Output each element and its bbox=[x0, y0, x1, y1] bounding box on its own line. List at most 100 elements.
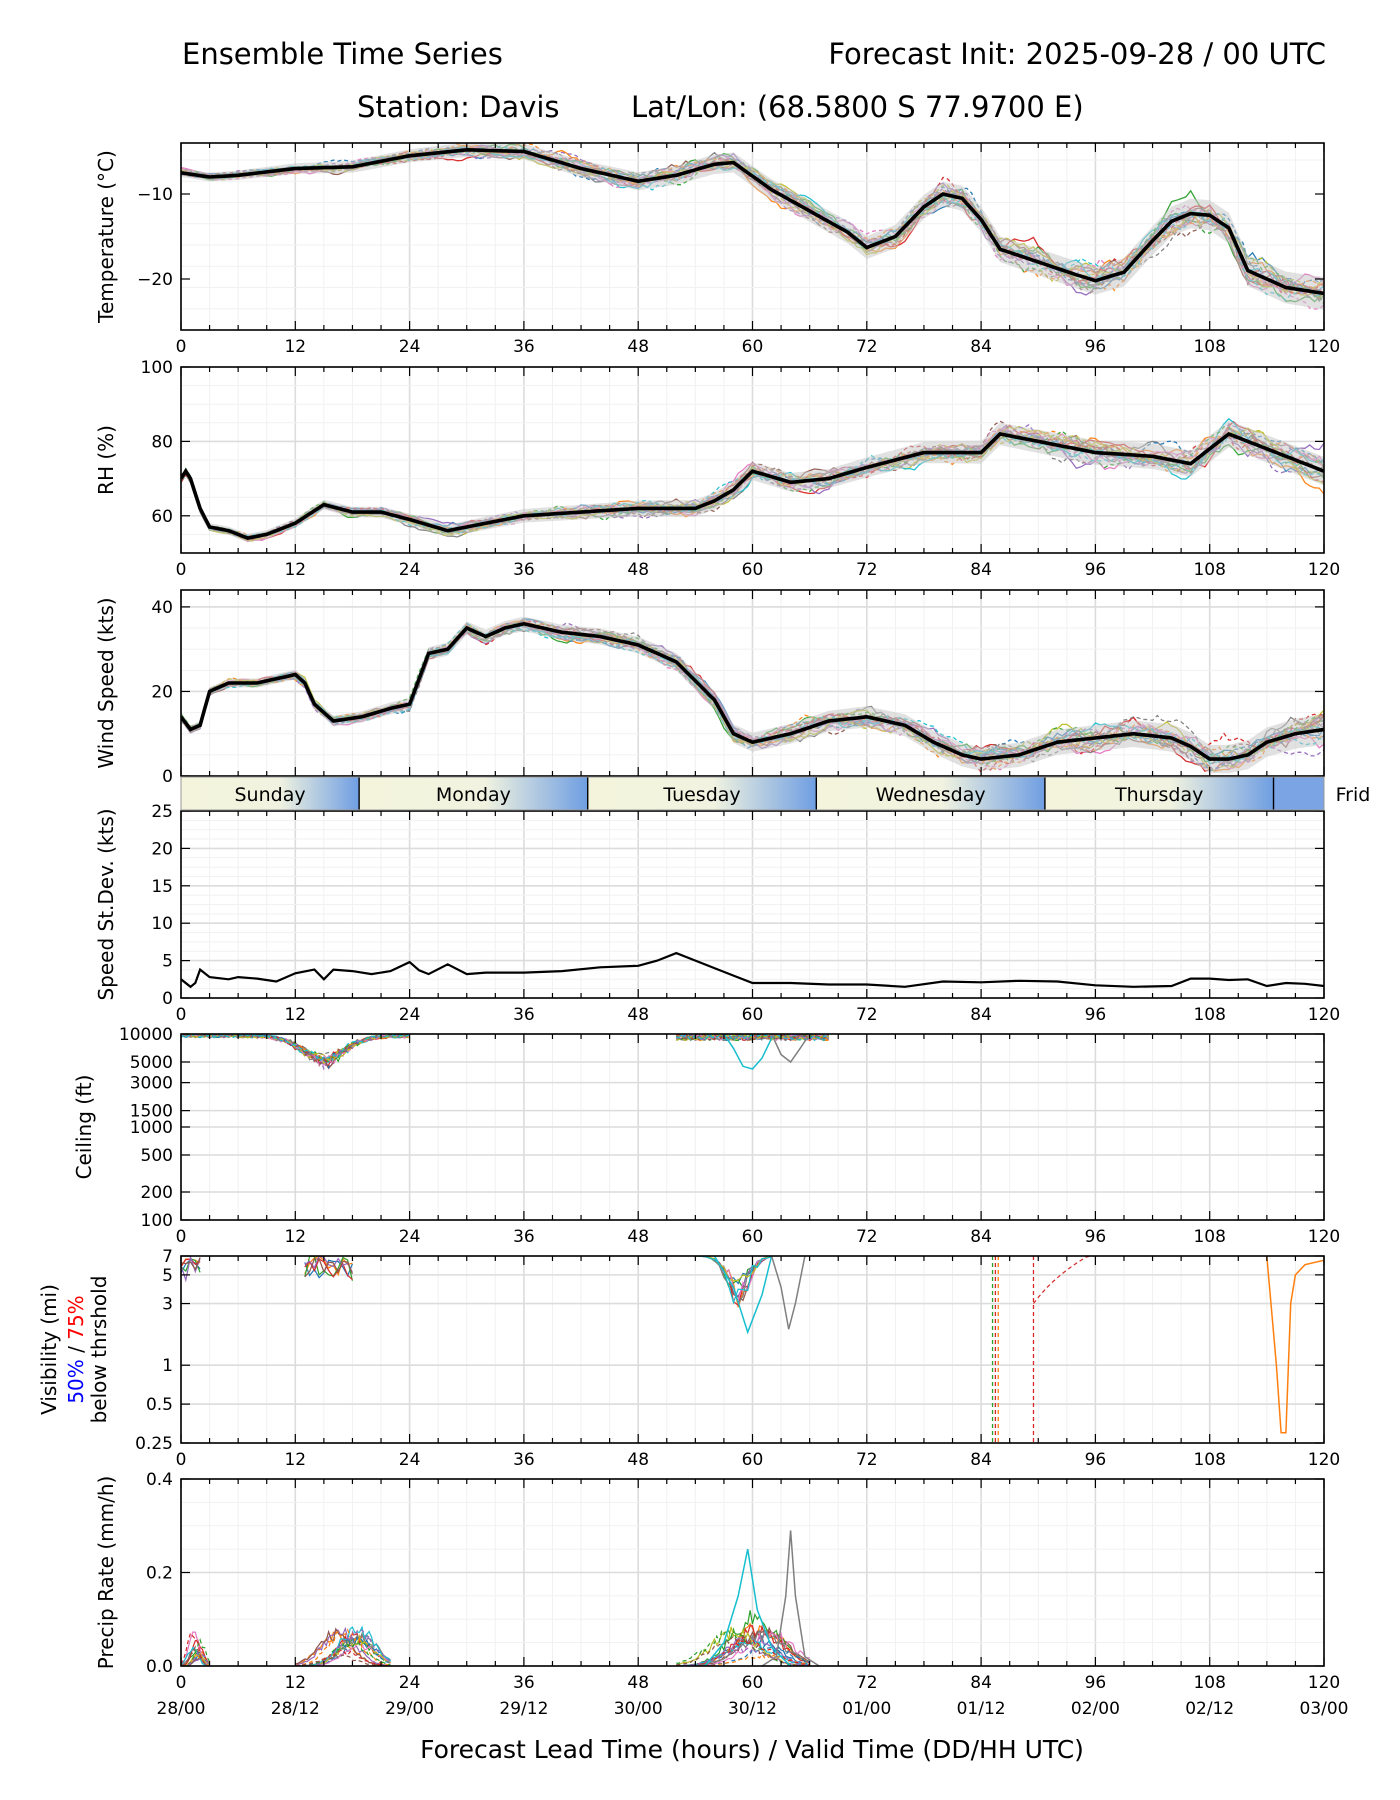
ceiling-xtick-label: 0 bbox=[176, 1227, 187, 1247]
threshold-sep: / bbox=[64, 1340, 88, 1359]
day-band-segment bbox=[359, 777, 588, 810]
valid-time-label: 28/12 bbox=[271, 1699, 320, 1719]
rh-xtick-label: 84 bbox=[970, 560, 992, 580]
day-label: Tuesday bbox=[662, 784, 740, 806]
speed_stdev-ytick-label: 10 bbox=[151, 914, 173, 934]
rh-xtick-label: 120 bbox=[1308, 560, 1340, 580]
temperature-mean-line bbox=[181, 147, 1324, 296]
visibility-notable-member bbox=[713, 1256, 773, 1335]
visibility-xtick-label: 60 bbox=[742, 1450, 764, 1470]
temperature-ylabel: Temperature (°C) bbox=[94, 150, 118, 324]
rh-mean-line bbox=[181, 431, 1324, 540]
ceiling-notable-member bbox=[770, 1034, 811, 1064]
visibility-ytick-label: 0.25 bbox=[135, 1434, 173, 1454]
speed_stdev-plot-area bbox=[181, 951, 1324, 989]
speed_stdev-grid bbox=[180, 810, 1325, 999]
valid-time-label: 02/12 bbox=[1185, 1699, 1234, 1719]
visibility-member-line bbox=[304, 1256, 353, 1277]
precip_rate-ylabel: Precip Rate (mm/h) bbox=[94, 1476, 118, 1670]
day-label: Thursday bbox=[1114, 784, 1203, 806]
rh-xtick-label: 12 bbox=[284, 560, 306, 580]
temperature-xtick-label: 12 bbox=[284, 337, 306, 357]
visibility-threshold-label: 50% / 75% bbox=[64, 1295, 88, 1403]
precip_rate-xtick-label: 12 bbox=[284, 1673, 306, 1693]
precip_rate-notable-member bbox=[761, 1530, 820, 1666]
wind_speed-panel: 0 20 40 Wind Speed (kts) bbox=[94, 589, 1325, 787]
visibility-member-line bbox=[181, 1257, 201, 1271]
valid-time-label: 01/00 bbox=[842, 1699, 891, 1719]
visibility-xtick-label: 120 bbox=[1308, 1450, 1340, 1470]
ceiling-ytick-label: 500 bbox=[141, 1146, 173, 1166]
rh-xtick-label: 96 bbox=[1085, 560, 1107, 580]
rh-panel: 0 12 24 36 48 60 72 84 96 108 120 60 80 100 RH (%) bbox=[94, 358, 1340, 580]
precip-member-line bbox=[295, 1628, 391, 1666]
temperature-xtick-label: 96 bbox=[1085, 337, 1107, 357]
visibility-notable-member bbox=[770, 1256, 806, 1330]
speed_stdev-ytick-label: 20 bbox=[151, 839, 173, 859]
temperature-xtick-label: 60 bbox=[742, 337, 764, 357]
ceiling-xtick-label: 60 bbox=[742, 1227, 764, 1247]
speed_stdev-xtick-label: 60 bbox=[742, 1005, 764, 1025]
temperature-xtick-label: 0 bbox=[176, 337, 187, 357]
speed_stdev-ytick-label: 0 bbox=[162, 989, 173, 1009]
rh-xtick-label: 24 bbox=[399, 560, 421, 580]
ceiling-xtick-label: 48 bbox=[627, 1227, 649, 1247]
ceiling-xtick-label: 12 bbox=[284, 1227, 306, 1247]
threshold-75-label: 75% bbox=[64, 1295, 88, 1339]
day-label: Wednesday bbox=[876, 784, 986, 806]
ceiling-notable-member bbox=[723, 1034, 773, 1070]
precip_rate-xtick-label: 72 bbox=[856, 1673, 878, 1693]
visibility-ytick-label: 3 bbox=[162, 1295, 173, 1315]
day-band-frame bbox=[180, 776, 1325, 811]
visibility-xtick-label: 48 bbox=[627, 1450, 649, 1470]
rh-xtick-label: 72 bbox=[856, 560, 878, 580]
speed_stdev-ytick-label: 15 bbox=[151, 877, 173, 897]
day-band-segment bbox=[1273, 777, 1324, 810]
visibility-member-line bbox=[304, 1256, 353, 1273]
valid-time-label: 29/12 bbox=[499, 1699, 548, 1719]
ceiling-grid bbox=[180, 1033, 1325, 1221]
day-band-segment bbox=[181, 777, 360, 810]
ceiling-xtick-label: 96 bbox=[1085, 1227, 1107, 1247]
visibility-member-line bbox=[304, 1259, 353, 1279]
day-label: Frid bbox=[1336, 784, 1371, 806]
precip-member-line bbox=[181, 1646, 210, 1666]
visibility-panel: 0 12 24 36 48 60 72 84 96 108 120 0.25 0.5 1 3 57 Visibi… bbox=[37, 1247, 1340, 1470]
temperature-plot-area bbox=[181, 143, 1324, 310]
valid-time-label: 01/12 bbox=[957, 1699, 1006, 1719]
ceiling-ylabel: Ceiling (ft) bbox=[72, 1075, 96, 1180]
ceiling-ytick-label: 3000 bbox=[130, 1074, 173, 1094]
station-name: Station: Davis bbox=[357, 90, 560, 124]
precip_rate-ytick-label: 0.4 bbox=[146, 1470, 173, 1490]
day-band-segment bbox=[587, 777, 817, 810]
visibility-ytick-label: 1 bbox=[162, 1356, 173, 1376]
precip-member-line bbox=[295, 1641, 391, 1666]
precip_rate-xtick-label: 84 bbox=[970, 1673, 992, 1693]
precip_rate-notable-member bbox=[704, 1548, 792, 1666]
speed_stdev-xtick-label: 48 bbox=[627, 1005, 649, 1025]
temperature-ytick-label: −20 bbox=[137, 270, 173, 290]
figure-title: Ensemble Time Series bbox=[182, 37, 503, 71]
ceiling-xtick-label: 72 bbox=[856, 1227, 878, 1247]
ceiling-xtick-label: 84 bbox=[970, 1227, 992, 1247]
ceiling-member-line bbox=[181, 1034, 410, 1065]
rh-spread-band bbox=[181, 420, 1324, 543]
precip_rate-ytick-label: 0.2 bbox=[146, 1564, 173, 1584]
speed_stdev-ytick-label: 25 bbox=[151, 802, 173, 822]
temperature-ytick-label: −10 bbox=[137, 185, 173, 205]
visibility-member-line bbox=[695, 1256, 772, 1305]
valid-time-label: 30/00 bbox=[614, 1699, 663, 1719]
visibility-grid bbox=[180, 1255, 1325, 1444]
ceiling-ytick-label: 1500 bbox=[130, 1102, 173, 1122]
wind_speed-ytick-label: 40 bbox=[151, 598, 173, 618]
visibility-member-line bbox=[1033, 1256, 1096, 1304]
wind_speed-ylabel: Wind Speed (kts) bbox=[94, 597, 118, 768]
precip-member-line bbox=[295, 1654, 391, 1666]
ceiling-ytick-label: 200 bbox=[141, 1183, 173, 1203]
temperature-xtick-label: 84 bbox=[970, 337, 992, 357]
ceiling-xtick-label: 108 bbox=[1193, 1227, 1225, 1247]
precip-member-line bbox=[181, 1637, 211, 1666]
temperature-panel: 0 12 24 36 48 60 72 84 96 108 120 −10 −20 Temperature… bbox=[94, 142, 1340, 357]
ceiling-xtick-label: 36 bbox=[513, 1227, 535, 1247]
threshold-50-label: 50% bbox=[64, 1359, 88, 1403]
